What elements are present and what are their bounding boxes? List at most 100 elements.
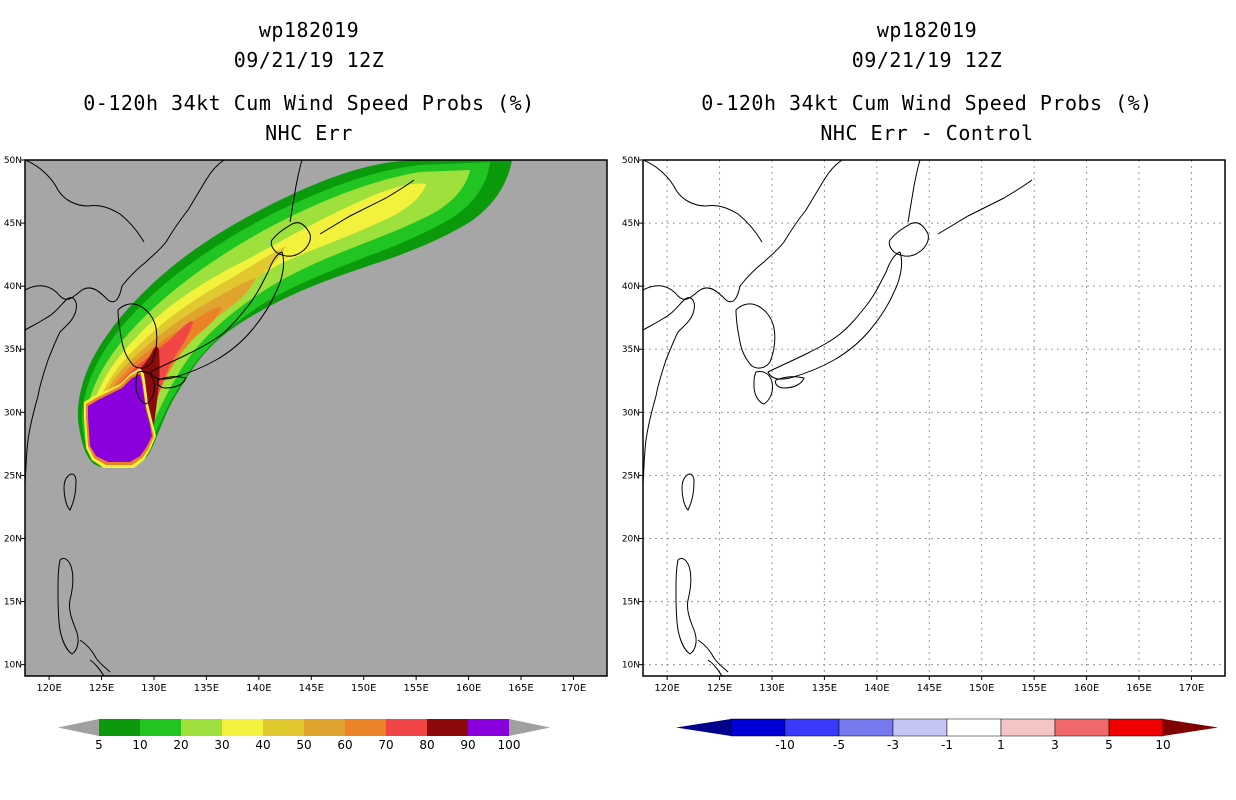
- lon-tick-label: 170E: [1179, 683, 1204, 694]
- lat-tick-label: 15N: [622, 598, 640, 608]
- coastline-sakhalin: [289, 160, 303, 223]
- colorbar-label: 30: [214, 738, 229, 752]
- lon-tick-label: 160E: [456, 683, 481, 694]
- lat-tick-label: 10N: [622, 661, 640, 671]
- colorbar-label: 70: [378, 738, 393, 752]
- lat-tick-label: 45N: [622, 219, 640, 229]
- colorbar-box: [892, 718, 948, 737]
- lon-tick-label: 155E: [403, 683, 428, 694]
- colorbar-box: [386, 719, 427, 736]
- colorbar-label: 90: [460, 738, 475, 752]
- lon-tick-label: 130E: [759, 683, 784, 694]
- colorbar-left-arrow: [676, 719, 731, 736]
- lat-tick-label: 25N: [622, 471, 640, 481]
- colorbar-label: 10: [132, 738, 147, 752]
- left-map-svg: 120E 125E 130E 135E 140E 145E 150E 155E 160E 165E…: [4, 156, 608, 752]
- coastline-kyushu: [135, 371, 155, 405]
- left-subtitle: NHC Err: [265, 121, 353, 145]
- lon-tick-label: 140E: [864, 683, 889, 694]
- lon-tick-label: 170E: [561, 683, 586, 694]
- colorbar-box: [730, 718, 786, 737]
- coastline-mainland: [643, 160, 843, 303]
- lat-tick-label: 20N: [4, 534, 22, 544]
- lon-tick-label: 145E: [299, 683, 324, 694]
- lat-tick-label: 30N: [4, 408, 22, 418]
- colorbar-label: 50: [296, 738, 311, 752]
- coastline-mainland: [25, 160, 225, 303]
- left-panel: wp182019 09/21/19 12Z 0-120h 34kt Cum Wi…: [4, 18, 608, 752]
- prob-contour-10: [82, 162, 490, 466]
- colorbar-box: [140, 719, 181, 736]
- probability-swath: [77, 160, 513, 468]
- lon-tick-label: 155E: [1021, 683, 1046, 694]
- coastline-shikoku: [775, 376, 805, 389]
- coastline-russia: [643, 160, 763, 243]
- right-datetime: 09/21/19 12Z: [851, 48, 1003, 72]
- coastline-kuriles: [319, 179, 415, 235]
- colorbar-box: [1000, 718, 1056, 737]
- coastline-korea: [117, 303, 158, 369]
- lon-tick-label: 120E: [654, 683, 679, 694]
- colorbar-box: [784, 718, 840, 737]
- left-map-frame: [24, 159, 608, 677]
- lon-tick-label: 120E: [36, 683, 61, 694]
- right-subtitle: NHC Err - Control: [820, 121, 1034, 145]
- colorbar-box: [838, 718, 894, 737]
- colorbar-label: 1: [997, 738, 1005, 752]
- lon-tick-label: 165E: [508, 683, 533, 694]
- lon-tick-label: 140E: [246, 683, 271, 694]
- coastline-hokkaido: [270, 222, 311, 257]
- colorbar-label: 5: [1105, 738, 1113, 752]
- coastline-honshu: [149, 251, 285, 380]
- colorbar-box: [99, 719, 140, 736]
- right-map-svg: 120E 125E 130E 135E 140E 145E 150E 155E 160E 165E…: [622, 156, 1226, 752]
- colorbar-label: 40: [255, 738, 270, 752]
- colorbar-label: 5: [95, 738, 103, 752]
- left-storm-id: wp182019: [258, 18, 360, 42]
- coastline-honshu: [767, 251, 903, 380]
- lat-tick-label: 50N: [4, 156, 22, 166]
- colorbar-box: [946, 718, 1002, 737]
- colorbar-label: -5: [833, 738, 845, 752]
- coastline-china: [25, 297, 77, 485]
- coastline-korea: [735, 303, 776, 369]
- coastline-kyushu: [753, 371, 773, 405]
- lat-tick-label: 25N: [4, 471, 22, 481]
- lat-tick-label: 35N: [4, 345, 22, 355]
- coastline-shikoku: [157, 376, 187, 389]
- colorbar-box: [304, 719, 345, 736]
- lat-tick-label: 10N: [4, 661, 22, 671]
- colorbar-box: [468, 719, 509, 736]
- lon-tick-label: 130E: [141, 683, 166, 694]
- colorbar-right-arrow: [509, 719, 550, 736]
- lat-tick-label: 30N: [622, 408, 640, 418]
- right-product-title: 0-120h 34kt Cum Wind Speed Probs (%): [701, 91, 1153, 115]
- colorbar-label: -1: [941, 738, 953, 752]
- coastline-luzon: [57, 557, 79, 655]
- lon-tick-label: 125E: [89, 683, 114, 694]
- left-coastlines: [25, 160, 415, 676]
- lat-tick-label: 20N: [622, 534, 640, 544]
- colorbar-box: [427, 719, 468, 736]
- colorbar-label: -10: [775, 738, 795, 752]
- colorbar-label: 100: [498, 738, 521, 752]
- coastline-visayas: [79, 639, 111, 676]
- left-axes: 120E 125E 130E 135E 140E 145E 150E 155E 160E 165E…: [4, 156, 586, 694]
- coastline-sakhalin: [907, 160, 921, 223]
- right-panel: wp182019 09/21/19 12Z 0-120h 34kt Cum Wi…: [618, 0, 1236, 800]
- colorbar-label: 10: [1155, 738, 1170, 752]
- lon-tick-label: 160E: [1074, 683, 1099, 694]
- lon-tick-label: 135E: [194, 683, 219, 694]
- lon-tick-label: 165E: [1126, 683, 1151, 694]
- colorbar-box: [263, 719, 304, 736]
- lat-tick-label: 40N: [622, 282, 640, 292]
- coastline-visayas: [697, 639, 729, 676]
- lat-tick-label: 45N: [4, 219, 22, 229]
- colorbar-label: 60: [337, 738, 352, 752]
- lat-tick-label: 35N: [622, 345, 640, 355]
- coastline-luzon: [675, 557, 697, 655]
- colorbar-box: [345, 719, 386, 736]
- colorbar-label: -3: [887, 738, 899, 752]
- colorbar-label: 80: [419, 738, 434, 752]
- lat-tick-label: 15N: [4, 598, 22, 608]
